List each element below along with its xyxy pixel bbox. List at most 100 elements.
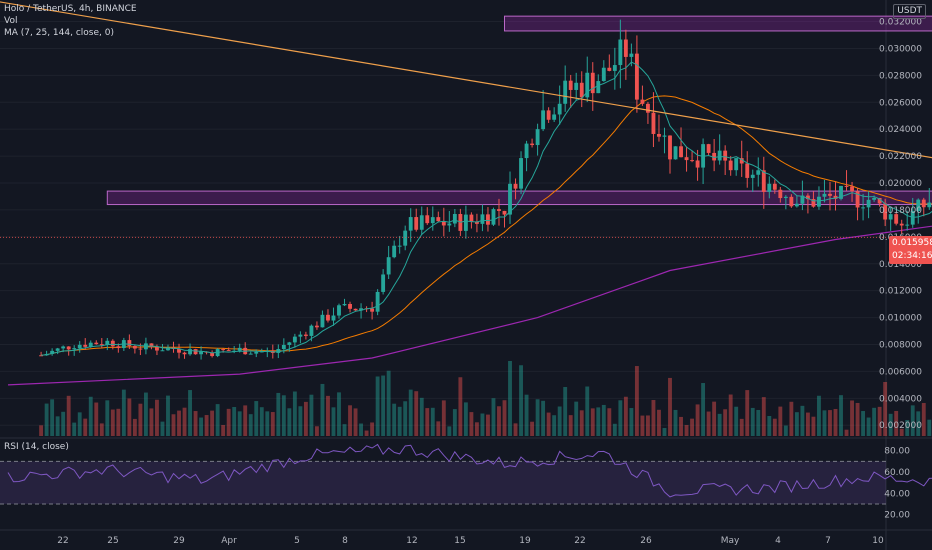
- volume-bar: [486, 414, 490, 436]
- candle-body: [463, 214, 468, 231]
- volume-bar: [397, 406, 402, 436]
- candle-body: [72, 348, 77, 350]
- candle-body: [888, 214, 893, 220]
- volume-bar: [568, 415, 573, 436]
- volume-bar: [585, 386, 590, 436]
- volume-bar: [662, 428, 667, 436]
- candle-body: [706, 144, 711, 153]
- candle-body: [745, 163, 750, 178]
- volume-legend[interactable]: Vol: [4, 15, 17, 27]
- volume-bar: [607, 408, 612, 436]
- rsi-legend[interactable]: RSI (14, close): [4, 441, 69, 453]
- volume-bar: [110, 409, 115, 436]
- volume-bar: [905, 420, 910, 436]
- candle-body: [61, 346, 66, 349]
- candle-body: [193, 349, 198, 355]
- candle-body: [105, 340, 110, 345]
- volume-bar: [596, 407, 601, 436]
- candle-body: [127, 340, 132, 346]
- price-tick-label: 0.010000: [879, 314, 922, 324]
- candle-body: [557, 103, 562, 115]
- symbol-legend[interactable]: Holo / TetherUS, 4h, BINANCE: [4, 3, 137, 15]
- volume-bar: [612, 423, 617, 436]
- volume-bar: [403, 401, 408, 436]
- candle-body: [414, 217, 419, 230]
- candle-body: [684, 157, 689, 161]
- volume-bar: [474, 422, 479, 436]
- candle-body: [574, 82, 579, 90]
- rsi-label: RSI (14, close): [4, 442, 69, 452]
- trendline[interactable]: [0, 0, 932, 285]
- volume-bar: [50, 399, 55, 436]
- currency-badge[interactable]: USDT: [893, 4, 926, 19]
- candle-body: [607, 67, 612, 71]
- candle-body: [541, 110, 546, 130]
- candle-body: [585, 72, 590, 98]
- volume-bar: [171, 414, 176, 436]
- candle-body: [331, 315, 336, 321]
- candle-body: [921, 199, 926, 208]
- volume-bar: [855, 402, 860, 436]
- candle-body: [337, 305, 341, 316]
- candle-body: [419, 215, 424, 230]
- candle-body: [166, 347, 170, 351]
- volume-bar: [425, 408, 430, 436]
- candle-body: [287, 342, 292, 345]
- time-tick-label: 12: [406, 536, 417, 546]
- time-tick-label: May: [721, 536, 740, 546]
- time-axis[interactable]: 22 25 29 Apr 5 8 12 15 19 22 26 May 4 7 10: [57, 536, 884, 546]
- volume-bar: [55, 416, 60, 436]
- volume-bar: [723, 409, 728, 436]
- volume-bar: [414, 391, 419, 436]
- volume-bar: [452, 409, 457, 436]
- volume-bar: [320, 383, 325, 436]
- candle-body: [651, 112, 656, 134]
- rsi-line: [7, 443, 932, 498]
- candle-body: [690, 160, 694, 162]
- volume-bar: [629, 408, 634, 436]
- candle-body: [83, 344, 88, 347]
- volume-bar: [828, 410, 832, 436]
- candle-body: [248, 353, 253, 355]
- candle-body: [486, 214, 490, 225]
- time-tick-label: 8: [342, 536, 348, 546]
- price-tick-label: 0.004000: [879, 394, 922, 404]
- candle-body: [535, 129, 540, 146]
- volume-bar: [441, 400, 446, 436]
- volume-bar: [916, 411, 921, 436]
- volume-bar: [717, 413, 722, 436]
- candle-body: [750, 174, 755, 178]
- candle-body: [530, 143, 535, 146]
- volume-bar: [822, 410, 827, 436]
- candle-body: [99, 344, 104, 346]
- price-tick-label: 0.006000: [879, 367, 922, 377]
- volume-bar: [364, 430, 369, 436]
- volume-bar: [281, 395, 286, 436]
- volume-bar: [386, 370, 391, 436]
- volume-bar: [894, 410, 899, 436]
- candle-body: [480, 214, 485, 224]
- candle-body: [612, 65, 617, 71]
- candle-body: [370, 308, 375, 312]
- volume-bar: [927, 419, 932, 436]
- rsi-pane: [0, 443, 932, 505]
- candle-body: [397, 245, 402, 247]
- candle-body: [767, 183, 772, 192]
- volume-bar: [94, 402, 99, 436]
- volume-bar: [850, 400, 854, 436]
- candle-body: [149, 343, 154, 348]
- volume-bar: [783, 425, 788, 436]
- ma-legend[interactable]: MA (7, 25, 144, close, 0): [4, 27, 114, 39]
- candle-body: [66, 346, 71, 350]
- volume-bar: [679, 416, 683, 436]
- candle-body: [640, 99, 645, 104]
- price-tick-label: 0.024000: [879, 125, 922, 135]
- currency-label: USDT: [897, 6, 922, 16]
- volume-bar: [469, 412, 474, 436]
- candle-body: [646, 103, 650, 113]
- time-tick-label: 22: [574, 536, 585, 546]
- volume-bar: [695, 404, 700, 436]
- volume-bar: [221, 424, 226, 436]
- volume-bar: [359, 423, 363, 436]
